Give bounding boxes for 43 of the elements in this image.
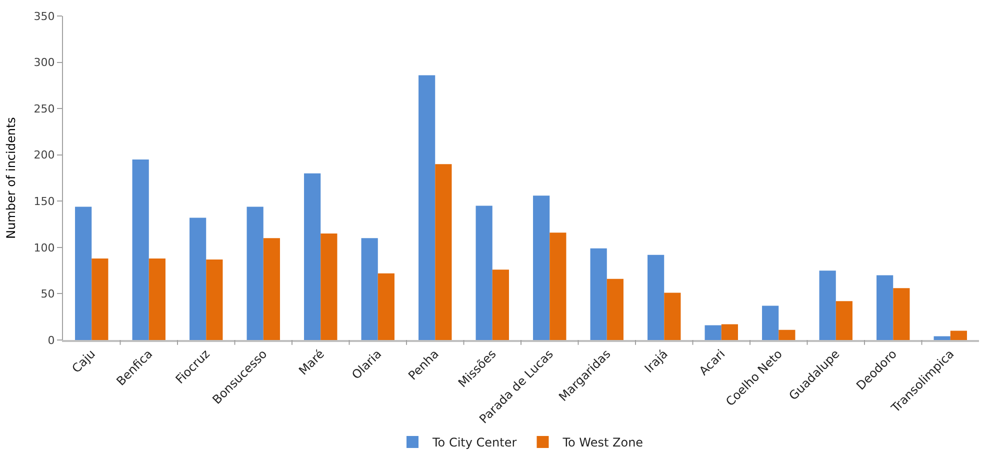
bar: [320, 234, 338, 340]
bar: [762, 306, 779, 340]
bar: [836, 301, 852, 340]
bar: [304, 173, 321, 340]
bar: [664, 292, 681, 340]
bar: [378, 273, 394, 340]
bar: [206, 259, 223, 340]
bar: [492, 270, 509, 340]
bar: [704, 325, 722, 340]
y-tick-label: 150: [34, 194, 55, 208]
bar: [132, 159, 149, 340]
bar: [361, 238, 378, 340]
bar: [75, 206, 92, 340]
y-tick-label: 250: [34, 102, 55, 116]
bar: [876, 275, 894, 340]
bar: [648, 254, 664, 340]
legend-label: To West Zone: [562, 436, 644, 450]
bar: [819, 270, 836, 340]
bar: [246, 206, 264, 340]
bar: [148, 258, 166, 340]
bar: [550, 232, 566, 340]
y-axis-title: Number of incidents: [4, 117, 18, 239]
legend-label: To City Center: [432, 436, 517, 450]
bar: [435, 164, 452, 340]
bar: [190, 218, 206, 340]
bar: [721, 324, 738, 340]
bar: [418, 75, 436, 340]
bar: [533, 196, 550, 340]
bar: [934, 336, 950, 340]
y-tick-label: 300: [34, 56, 55, 70]
bar: [778, 330, 796, 340]
bar: [950, 330, 967, 340]
y-tick-label: 100: [34, 241, 55, 254]
bar: [606, 278, 624, 340]
bar: [263, 238, 280, 340]
bar: [476, 206, 492, 340]
bar: [92, 258, 108, 340]
y-tick-label: 50: [40, 288, 55, 301]
y-tick-label: 350: [34, 10, 55, 23]
bar: [590, 248, 607, 340]
bar: [893, 288, 910, 340]
y-tick-label: 0: [48, 334, 55, 347]
y-tick-label: 200: [34, 148, 55, 162]
